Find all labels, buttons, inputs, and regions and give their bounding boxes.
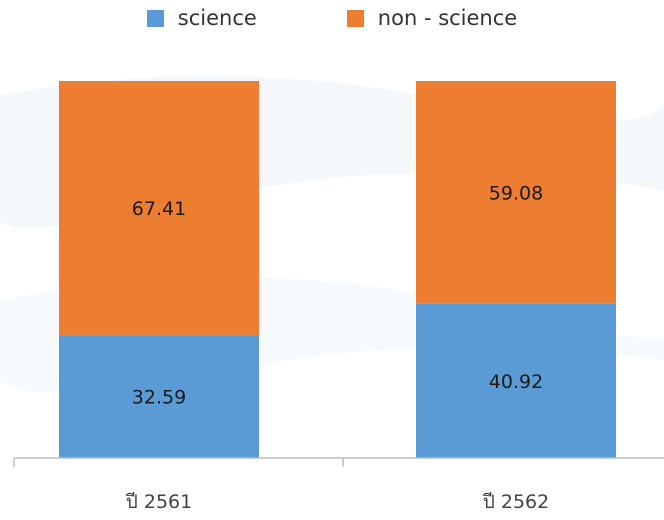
bar-science-1: [59, 335, 259, 458]
data-label-science-1: 32.59: [132, 387, 186, 409]
data-label-non-science-2: 59.08: [489, 182, 543, 204]
legend-label-non-science: non - science: [377, 6, 518, 30]
legend: science non - science: [0, 6, 664, 30]
legend-item-non-science: non - science: [346, 6, 518, 30]
legend-label-science: science: [177, 6, 257, 30]
bar-non-science-1: [59, 81, 259, 336]
legend-swatch-non-science: [346, 9, 364, 27]
legend-swatch-science: [146, 9, 164, 27]
x-tick-label-2: ปี 2562: [482, 491, 549, 513]
bar-non-science-2: [416, 81, 616, 304]
data-label-non-science-1: 67.41: [132, 198, 186, 220]
bar-science-2: [416, 303, 616, 458]
legend-item-science: science: [146, 6, 257, 30]
x-tick-label-1: ปี 2561: [125, 491, 192, 513]
data-label-science-2: 40.92: [489, 371, 543, 393]
